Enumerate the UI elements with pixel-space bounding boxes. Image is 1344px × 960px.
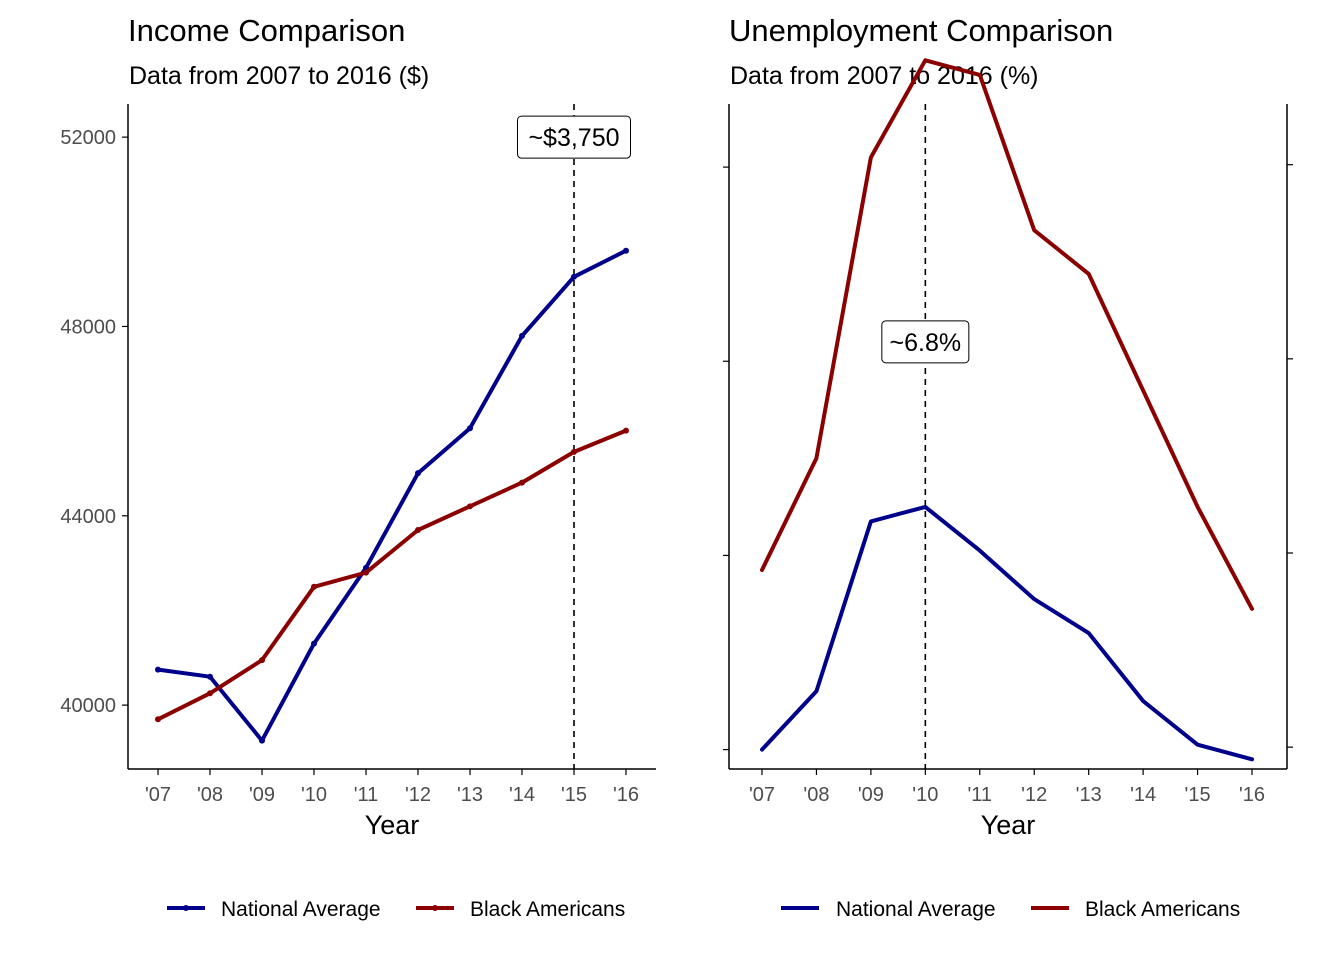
income-x-tick-label: '11 [354,784,379,806]
unemployment-chart-title: Unemployment Comparison [729,13,1113,48]
income-data-point-national-average [207,673,213,680]
income-x-tick-label: '13 [457,784,483,806]
income-chart-subtitle: Data from 2007 to 2016 ($) [129,62,429,90]
legend-label-national-average: National Average [836,898,996,921]
income-data-point-black-americans [623,427,629,434]
unemployment-x-tick-label: '15 [1185,784,1211,806]
unemployment-x-tick-label: '13 [1076,784,1102,806]
unemployment-series-line-black-americans [760,58,1254,611]
income-series-line-national-average [156,248,628,743]
income-data-point-black-americans [467,503,473,510]
income-series-line-black-americans [156,428,628,722]
income-data-point-national-average [467,425,473,432]
unemployment-series-line-national-average [760,504,1254,762]
income-x-tick-label: '15 [561,784,587,806]
income-data-point-black-americans [207,690,213,697]
income-y-tick-label: 52000 [60,127,116,149]
unemployment-legend: National Average Black Americans [781,898,1240,921]
income-data-point-national-average [623,247,629,254]
income-data-point-black-americans [415,526,421,533]
income-x-tick-label: '08 [197,784,223,806]
unemployment-x-tick-label: '10 [912,784,938,806]
legend-label-national-average: National Average [221,898,381,921]
income-data-point-black-americans [519,479,525,486]
income-x-tick-label: '07 [145,784,171,806]
income-data-point-national-average [155,666,161,673]
income-data-point-black-americans [155,716,161,723]
income-data-point-national-average [415,470,421,477]
income-data-point-national-average [519,332,525,339]
unemployment-x-tick-label: '12 [1021,784,1047,806]
unemployment-x-tick-label: '11 [967,784,992,806]
income-x-tick-label: '10 [301,784,327,806]
unemployment-x-axis-label: Year [981,810,1036,840]
unemployment-chart-panel: Unemployment Comparison Data from 2007 t… [723,13,1293,921]
legend-label-black-americans: Black Americans [1085,898,1240,921]
income-annotation-label: ~$3,750 [528,124,619,152]
income-chart-panel: Income Comparison Data from 2007 to 2016… [60,13,656,921]
income-y-tick-label: 44000 [60,506,116,528]
unemployment-x-tick-label: '08 [803,784,829,806]
income-data-point-national-average [311,640,317,647]
unemployment-x-tick-label: '07 [749,784,775,806]
unemployment-x-tick-label: '09 [858,784,884,806]
income-data-point-black-americans [363,569,369,576]
income-data-point-national-average [571,273,577,280]
unemployment-annotation-label: ~6.8% [890,329,962,357]
income-y-tick-label: 48000 [60,316,116,338]
income-x-tick-label: '14 [509,784,535,806]
income-data-point-black-americans [259,657,265,664]
income-x-tick-label: '12 [405,784,431,806]
legend-label-black-americans: Black Americans [470,898,625,921]
income-x-tick-label: '09 [249,784,275,806]
income-data-point-black-americans [571,448,577,455]
legend-marker-black-americans [432,905,438,911]
unemployment-x-tick-label: '16 [1239,784,1265,806]
legend-marker-national-average [183,905,189,911]
unemployment-x-tick-label: '14 [1130,784,1156,806]
income-x-axis-label: Year [365,810,420,840]
income-data-point-black-americans [311,583,317,590]
unemployment-annotation-box [881,320,970,364]
income-x-tick-label: '16 [613,784,639,806]
income-y-tick-label: 40000 [60,695,116,717]
income-data-point-national-average [259,737,265,744]
unemployment-chart-subtitle: Data from 2007 to 2016 (%) [730,62,1039,90]
income-annotation-box [517,115,631,159]
income-chart-title: Income Comparison [128,13,405,48]
income-legend: National Average Black Americans [167,898,625,921]
